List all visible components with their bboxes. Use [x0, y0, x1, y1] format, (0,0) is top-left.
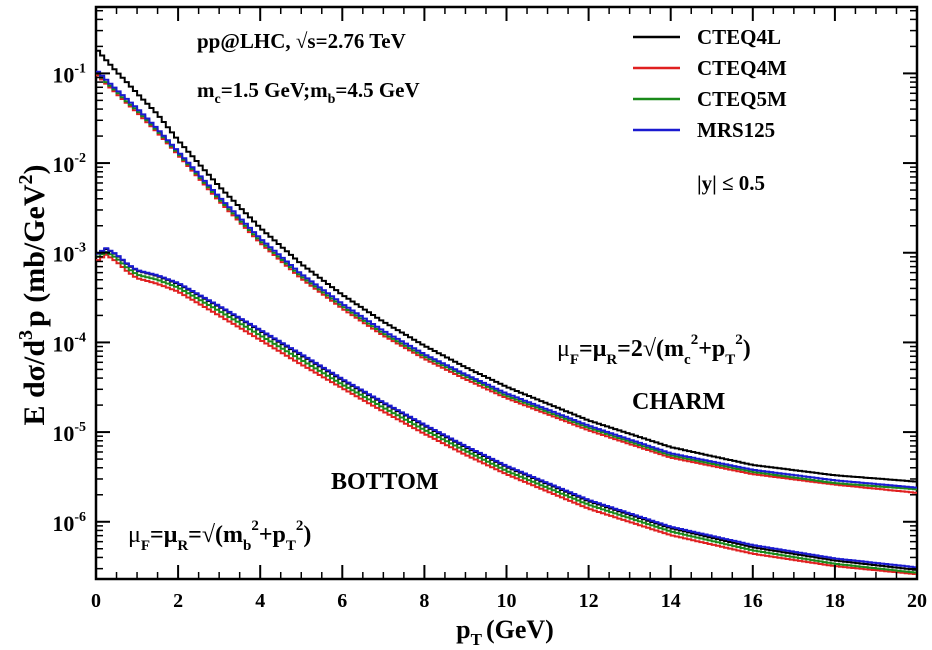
- bottom-scale-label: μF=μR=√(mb2+pT2): [128, 518, 311, 554]
- x-tick-label: 14: [661, 590, 681, 612]
- x-tick-label: 18: [825, 590, 845, 612]
- charm-scale-label: μF=μR=2√(mc2+pT2): [557, 332, 751, 368]
- series-charm-cteq4m: [96, 74, 917, 494]
- header-collision: pp@LHC, √s=2.76 TeV: [197, 29, 406, 53]
- y-tick-label: 10-1: [52, 61, 86, 87]
- legend: CTEQ4L CTEQ4M CTEQ5M MRS125: [633, 25, 787, 142]
- series-charm-cteq5m: [96, 72, 917, 491]
- x-tick-label: 12: [579, 590, 599, 612]
- y-tick-label: 10-6: [52, 510, 86, 536]
- legend-label: CTEQ5M: [697, 87, 787, 111]
- x-axis: 0 2 4 6 8 10 12 14 16 18 20: [91, 7, 927, 612]
- series-layer: [96, 49, 917, 575]
- series-bottom-cteq5m: [96, 251, 917, 574]
- y-axis: 10-6 10-5 10-4 10-3 10-2 10-1: [52, 9, 917, 570]
- x-axis-title: pT (GeV): [456, 615, 554, 649]
- y-tick-label: 10-2: [52, 151, 86, 177]
- bottom-label: BOTTOM: [331, 469, 439, 495]
- legend-label: CTEQ4L: [697, 25, 781, 49]
- y-tick-label: 10-3: [52, 241, 86, 267]
- series-bottom-cteq4m: [96, 253, 917, 575]
- x-tick-label: 4: [255, 590, 265, 612]
- x-tick-label: 2: [173, 590, 183, 612]
- legend-label: MRS125: [697, 118, 775, 142]
- y-axis-title: E dσ/d3p (mb/GeV2): [15, 164, 51, 425]
- y-tick-label: 10-5: [52, 420, 86, 446]
- x-tick-label: 0: [91, 590, 101, 612]
- x-tick-label: 10: [497, 590, 517, 612]
- x-tick-label: 8: [419, 590, 429, 612]
- x-tick-label: 16: [743, 590, 763, 612]
- header-masses: mc=1.5 GeV;mb=4.5 GeV: [197, 78, 420, 107]
- rapidity-cut: |y| ≤ 0.5: [697, 171, 765, 195]
- legend-label: CTEQ4M: [697, 56, 787, 80]
- series-charm-mrs125: [96, 70, 917, 489]
- x-tick-label: 6: [337, 590, 347, 612]
- series-charm-cteq4l: [96, 49, 917, 483]
- y-tick-label: 10-4: [52, 330, 86, 356]
- x-tick-label: 20: [907, 590, 927, 612]
- series-bottom-mrs125: [96, 247, 917, 569]
- charm-label: CHARM: [632, 389, 725, 415]
